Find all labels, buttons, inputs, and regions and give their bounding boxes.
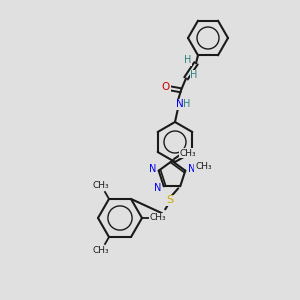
Text: CH₃: CH₃	[180, 148, 196, 158]
Text: O: O	[162, 82, 170, 92]
Text: S: S	[167, 195, 174, 205]
Text: H: H	[183, 99, 191, 109]
Text: N: N	[188, 164, 195, 174]
Text: CH₃: CH₃	[195, 162, 211, 171]
Text: N: N	[154, 183, 161, 193]
Text: H: H	[184, 55, 192, 65]
Text: H: H	[190, 70, 198, 80]
Text: N: N	[149, 164, 156, 174]
Text: CH₃: CH₃	[150, 214, 166, 223]
Text: CH₃: CH₃	[93, 246, 109, 255]
Text: CH₃: CH₃	[93, 181, 109, 190]
Text: N: N	[176, 99, 184, 109]
